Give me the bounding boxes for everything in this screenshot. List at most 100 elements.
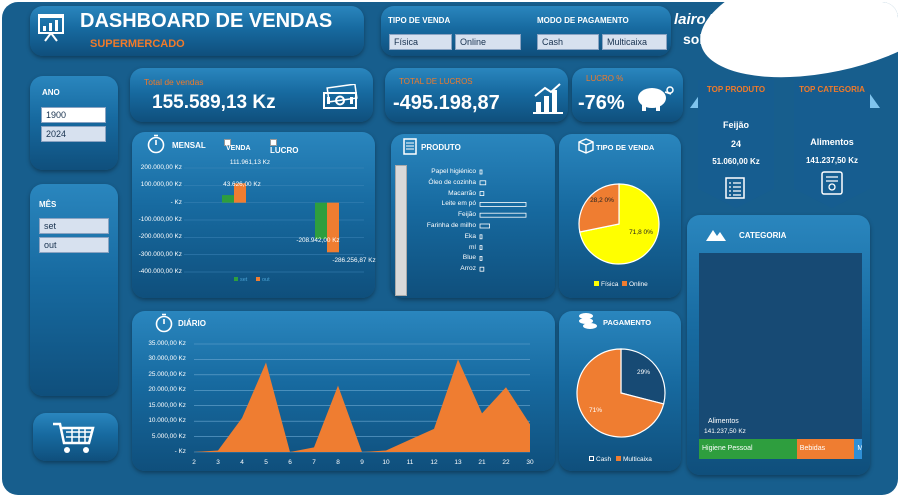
categoria-block: Higiene Pessoal <box>699 439 797 459</box>
top-categoria-banner <box>794 80 870 208</box>
diario-chart: 2 3 4 5 6 7 8 9 10 11 12 13 21 22 30 <box>192 343 534 466</box>
tipo-data-label-online: 28,2 0% <box>590 197 614 204</box>
produto-title: PRODUTO <box>421 143 461 152</box>
top-categoria-name: Alimentos <box>810 137 854 147</box>
produto-bar <box>479 256 483 261</box>
avatar-small-1 <box>815 15 827 27</box>
produto-category-label: Blue <box>462 254 476 262</box>
top-produto-label: TOP PRODUTO <box>706 85 766 94</box>
diario-xtick: 11 <box>407 459 414 466</box>
mensal-title: MENSAL <box>172 141 206 150</box>
diario-ytick: 10.000,00 Kz <box>148 417 186 425</box>
produto-bar <box>479 266 485 272</box>
venda-toggle-label: VENDA <box>226 145 251 152</box>
clipboard-icon <box>403 138 417 155</box>
presentation-icon <box>38 14 64 42</box>
diario-ytick: 20.000,00 Kz <box>148 386 186 394</box>
diario-xtick: 7 <box>312 459 316 466</box>
kpi-lucros-value: -495.198,87 <box>393 92 500 114</box>
money-icon <box>323 84 358 109</box>
venda-toggle[interactable] <box>224 134 233 152</box>
diario-ytick: 5.000,00 Kz <box>151 432 186 440</box>
produto-category-label: Farinha de milho <box>426 222 476 229</box>
coins-icon <box>579 313 597 329</box>
categoria-annotation-name: Alimentos <box>708 418 739 425</box>
mes-set-button[interactable]: set <box>39 218 109 234</box>
mensal-data-label: -286.256,87 Kz <box>332 257 376 264</box>
categoria-annotation-value: 141.237,50 Kz <box>704 428 746 435</box>
top-produto-qty: 24 <box>730 139 741 149</box>
mensal-legend-label-out: out <box>262 277 270 283</box>
bar-chart-icon <box>533 83 563 114</box>
produto-category-label: Óleo de cozinha <box>428 178 476 186</box>
avatar <box>770 15 808 53</box>
modo-multicaixa-button[interactable]: Multicaixa <box>602 34 667 50</box>
pie-slice-multicaixa <box>576 348 665 438</box>
kpi-vendas-label: Total de vendas <box>144 77 204 87</box>
kpi-vendas-card: Total de vendas 155.589,13 Kz <box>130 68 373 122</box>
kpi-lucro-pct-label: LUCRO % <box>586 74 624 83</box>
produto-category-label: Eka <box>464 232 476 240</box>
pagamento-title: PAGAMENTO <box>603 318 652 327</box>
mes-label: MÊS <box>39 200 57 209</box>
diario-area <box>194 359 530 452</box>
mensal-data-label: 111.961,13 Kz <box>229 159 271 166</box>
pie-slice-cash <box>620 348 666 405</box>
produto-category-label: Macarrão <box>448 189 476 197</box>
lucro-toggle[interactable] <box>270 134 279 152</box>
tipo-legend-fisica: Física <box>594 281 618 288</box>
pagamento-card: PAGAMENTO Cash Multicaixa 29% 71% <box>559 311 681 471</box>
categoria-block: Bebidas <box>796 439 855 459</box>
mensal-legend-swatch-out <box>256 277 260 281</box>
cart-card[interactable] <box>33 413 118 461</box>
mensal-legend-swatch-set <box>234 277 238 281</box>
diario-xtick: 21 <box>478 459 486 466</box>
pag-legend-cash: Cash <box>589 456 611 463</box>
mensal-bar-venda-out <box>234 183 246 203</box>
certificate-icon <box>821 171 843 195</box>
tipo-venda-chart <box>578 183 660 265</box>
diario-card: DIÁRIO 2 3 4 5 6 7 8 9 10 11 12 13 21 22 30 35.000,00 … <box>132 311 555 471</box>
kpi-lucro-pct-value: -76% <box>578 92 625 114</box>
kpi-lucro-pct-card: LUCRO % -76% <box>572 68 683 122</box>
piggy-bank-icon <box>638 86 674 111</box>
kpi-lucros-card: TOTAL DE LUCROS -495.198,87 <box>385 68 568 122</box>
produto-scrollbar[interactable] <box>395 165 407 296</box>
produto-bar <box>479 191 485 196</box>
pag-data-label-multicaixa: 71% <box>589 407 603 414</box>
top-categoria-value: 141.237,50 Kz <box>805 156 859 165</box>
diario-ytick: 25.000,00 Kz <box>148 370 186 378</box>
diario-ytick: 15.000,00 Kz <box>148 401 186 409</box>
pie-slice-online <box>578 183 620 233</box>
produto-category-label: ml <box>469 243 476 251</box>
tipo-fisica-button[interactable]: Física <box>389 34 452 50</box>
header-card: DASHBOARD DE VENDAS SUPERMERCADO <box>30 6 364 56</box>
diario-xtick: 3 <box>216 459 220 466</box>
mensal-legend-label-set: set <box>240 277 248 283</box>
produto-category-label: Papel higiénico <box>431 168 476 175</box>
page-title: DASHBOARD DE VENDAS <box>80 10 333 32</box>
mensal-bar-venda-set <box>222 195 234 203</box>
produto-bar <box>479 202 527 207</box>
tipo-venda-label: TIPO DE VENDA <box>388 16 451 25</box>
diario-xtick: 6 <box>288 459 292 466</box>
mes-out-button[interactable]: out <box>39 237 109 253</box>
mensal-chart: set out <box>184 167 364 283</box>
checklist-icon <box>725 177 745 199</box>
ano-2024-button[interactable]: 2024 <box>41 126 106 142</box>
diario-xtick: 4 <box>240 459 244 466</box>
diario-xtick: 5 <box>264 459 268 466</box>
brand-name: lairoAbiúd <box>674 11 749 28</box>
mensal-card: MENSAL VENDA LUCRO set out 200.000,00 Kz 1… <box>132 132 376 298</box>
diario-xtick: 22 <box>502 459 510 466</box>
lucro-toggle-label: LUCRO <box>270 146 299 155</box>
produto-bar <box>479 169 483 175</box>
tipo-venda-title: TIPO DE VENDA <box>596 143 655 152</box>
modo-cash-button[interactable]: Cash <box>537 34 599 50</box>
produto-category-label: Feijão <box>458 211 476 219</box>
banner-ribbon-right <box>870 94 880 108</box>
tipo-online-button[interactable]: Online <box>455 34 521 50</box>
top-categoria-label: TOP CATEGORIA <box>799 85 865 94</box>
ano-1900-button[interactable]: 1900 <box>41 107 106 123</box>
